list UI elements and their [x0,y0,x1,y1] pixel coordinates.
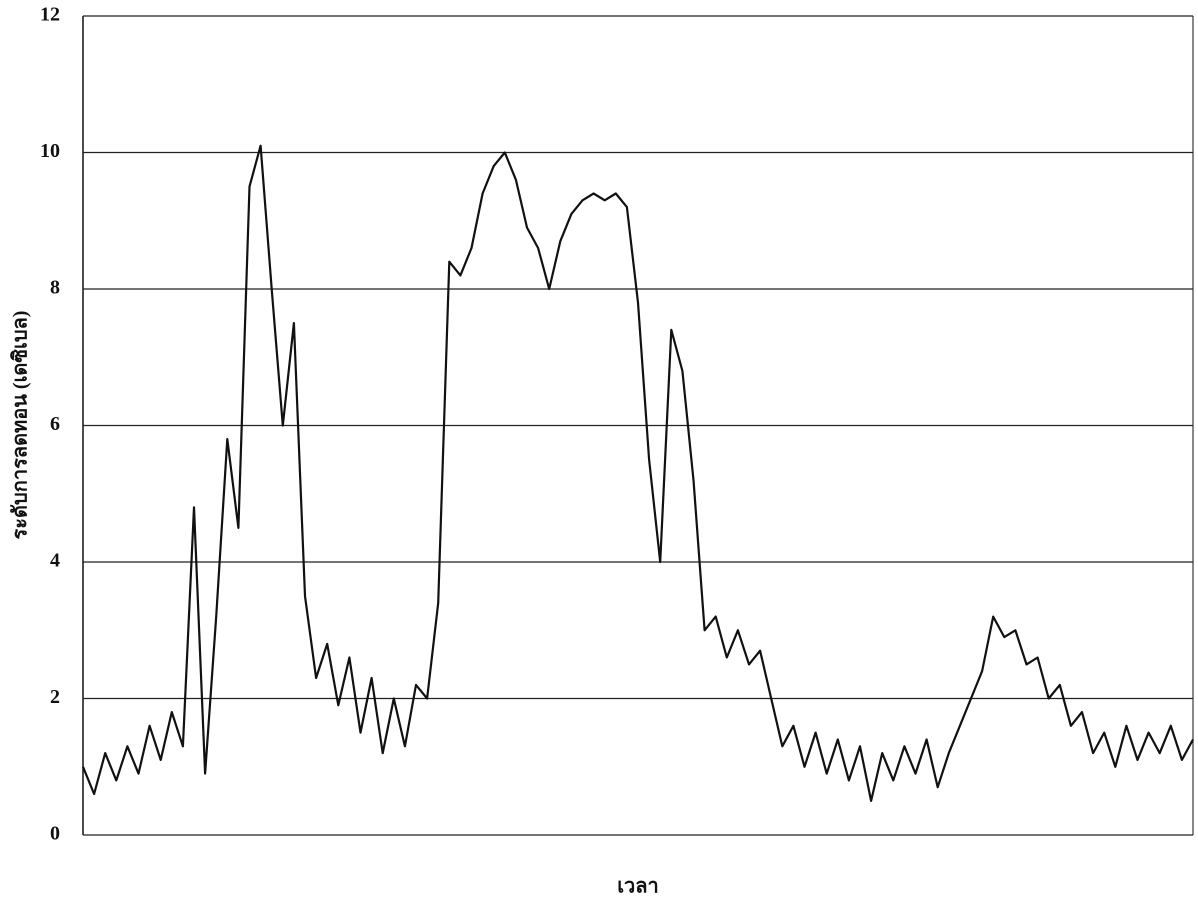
y-tick-label: 0 [50,823,60,845]
y-tick-label: 4 [50,550,60,572]
y-tick-label: 2 [50,686,60,708]
y-axis-label: ระดับการลดทอน (เดซิเบล) [10,311,32,540]
y-tick-label: 8 [50,277,60,299]
y-tick-label: 6 [50,413,60,435]
y-tick-label: 10 [40,140,60,162]
x-axis-label: เวลา [617,876,659,898]
data-line [81,144,1194,802]
y-tick-label: 12 [40,4,60,26]
